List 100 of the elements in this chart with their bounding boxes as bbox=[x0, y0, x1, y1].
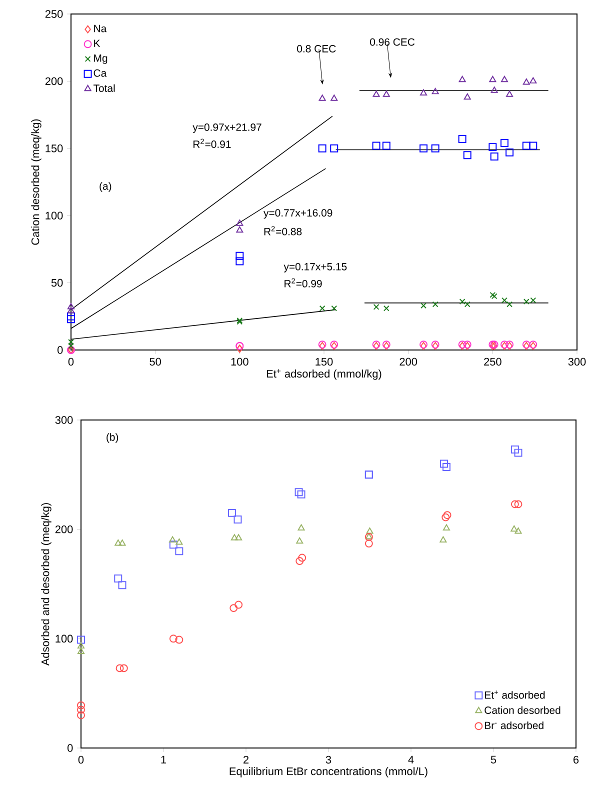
point bbox=[234, 600, 243, 609]
annotation: y=0.77x+16.09 bbox=[264, 209, 332, 219]
x-tick-label: 200 bbox=[400, 358, 418, 366]
point bbox=[383, 305, 390, 312]
point bbox=[118, 540, 126, 546]
legend-label: Na bbox=[94, 24, 107, 32]
point bbox=[67, 315, 75, 324]
point bbox=[77, 642, 85, 649]
point bbox=[489, 76, 496, 82]
x-tick-label: 50 bbox=[150, 358, 161, 366]
point bbox=[442, 524, 450, 530]
y-tick-label: 200 bbox=[55, 525, 73, 534]
legend-label: K bbox=[94, 40, 100, 47]
annotation: 0.8 CEC bbox=[297, 45, 336, 52]
point bbox=[230, 534, 238, 540]
legend-label: Et$^{+}$ adsorbed bbox=[485, 690, 545, 699]
point bbox=[490, 86, 498, 93]
point bbox=[506, 148, 514, 156]
annotation: R$^{2}$=0.91 bbox=[194, 138, 231, 148]
point bbox=[432, 301, 438, 308]
point bbox=[514, 448, 522, 457]
y-tick-label: 0 bbox=[57, 346, 63, 354]
x-tick-label: 150 bbox=[316, 358, 333, 366]
point bbox=[514, 500, 522, 508]
point bbox=[236, 226, 244, 233]
point bbox=[458, 76, 466, 82]
point bbox=[522, 142, 530, 150]
point bbox=[319, 305, 326, 312]
point bbox=[364, 540, 373, 548]
point bbox=[432, 88, 439, 94]
point bbox=[443, 511, 452, 520]
point bbox=[420, 144, 428, 152]
point bbox=[296, 557, 304, 566]
point bbox=[297, 490, 306, 498]
point bbox=[373, 304, 380, 310]
point bbox=[458, 135, 466, 143]
legend-label: Br$^{-}$ adsorbed bbox=[485, 721, 544, 730]
x-tick-label: 3 bbox=[326, 756, 332, 764]
point bbox=[120, 664, 128, 672]
point bbox=[464, 93, 471, 100]
x-tick-label: 5 bbox=[490, 756, 496, 764]
point bbox=[175, 636, 184, 644]
point bbox=[318, 144, 326, 152]
point bbox=[296, 537, 304, 544]
point bbox=[235, 534, 242, 540]
annotation: (b) bbox=[106, 433, 118, 443]
y-tick-label: 100 bbox=[56, 634, 73, 643]
point bbox=[530, 77, 537, 84]
point bbox=[236, 257, 244, 266]
point bbox=[77, 706, 85, 714]
point bbox=[500, 139, 508, 148]
point bbox=[500, 76, 508, 82]
point bbox=[506, 301, 512, 308]
annotation: y=0.17x+5.15 bbox=[284, 262, 347, 272]
annotation: (a) bbox=[100, 182, 112, 192]
point bbox=[318, 94, 326, 101]
point bbox=[440, 536, 447, 543]
point bbox=[372, 142, 380, 150]
point bbox=[331, 305, 338, 312]
point bbox=[68, 342, 74, 349]
annotation: R$^{2}$=0.99 bbox=[284, 278, 322, 288]
legend-label: Mg bbox=[94, 54, 108, 64]
point bbox=[298, 524, 305, 530]
point bbox=[77, 648, 85, 654]
annotation: y=0.97x+21.97 bbox=[192, 124, 262, 133]
point bbox=[510, 500, 519, 508]
point bbox=[169, 634, 178, 643]
point bbox=[502, 297, 508, 304]
legend-label: Total bbox=[94, 84, 115, 92]
point bbox=[463, 151, 472, 160]
point bbox=[234, 516, 242, 524]
point bbox=[298, 554, 306, 562]
point bbox=[169, 540, 178, 549]
point bbox=[230, 604, 238, 612]
point bbox=[114, 574, 122, 583]
point bbox=[372, 90, 380, 97]
point bbox=[382, 142, 390, 150]
point bbox=[228, 508, 236, 517]
y-tick-label: 100 bbox=[46, 212, 63, 220]
y-tick-label: 300 bbox=[55, 416, 73, 424]
point bbox=[294, 488, 303, 496]
point bbox=[330, 144, 338, 152]
point bbox=[176, 538, 183, 545]
point bbox=[236, 220, 244, 226]
x-tick-label: 0 bbox=[78, 756, 84, 764]
x-tick-label: 4 bbox=[408, 756, 414, 764]
point bbox=[118, 581, 126, 590]
x-axis-title: Et$^{+}$ adsorbed (mmol/kg) bbox=[266, 369, 382, 380]
y-tick-label: 150 bbox=[46, 144, 63, 152]
point bbox=[68, 338, 74, 345]
y-tick-label: 50 bbox=[51, 278, 63, 287]
point bbox=[510, 525, 518, 532]
point bbox=[236, 252, 244, 260]
point bbox=[67, 307, 75, 314]
point bbox=[77, 701, 85, 710]
point bbox=[431, 144, 440, 152]
point bbox=[442, 463, 450, 471]
x-tick-label: 100 bbox=[231, 358, 248, 366]
point bbox=[169, 536, 176, 543]
point bbox=[490, 152, 498, 160]
